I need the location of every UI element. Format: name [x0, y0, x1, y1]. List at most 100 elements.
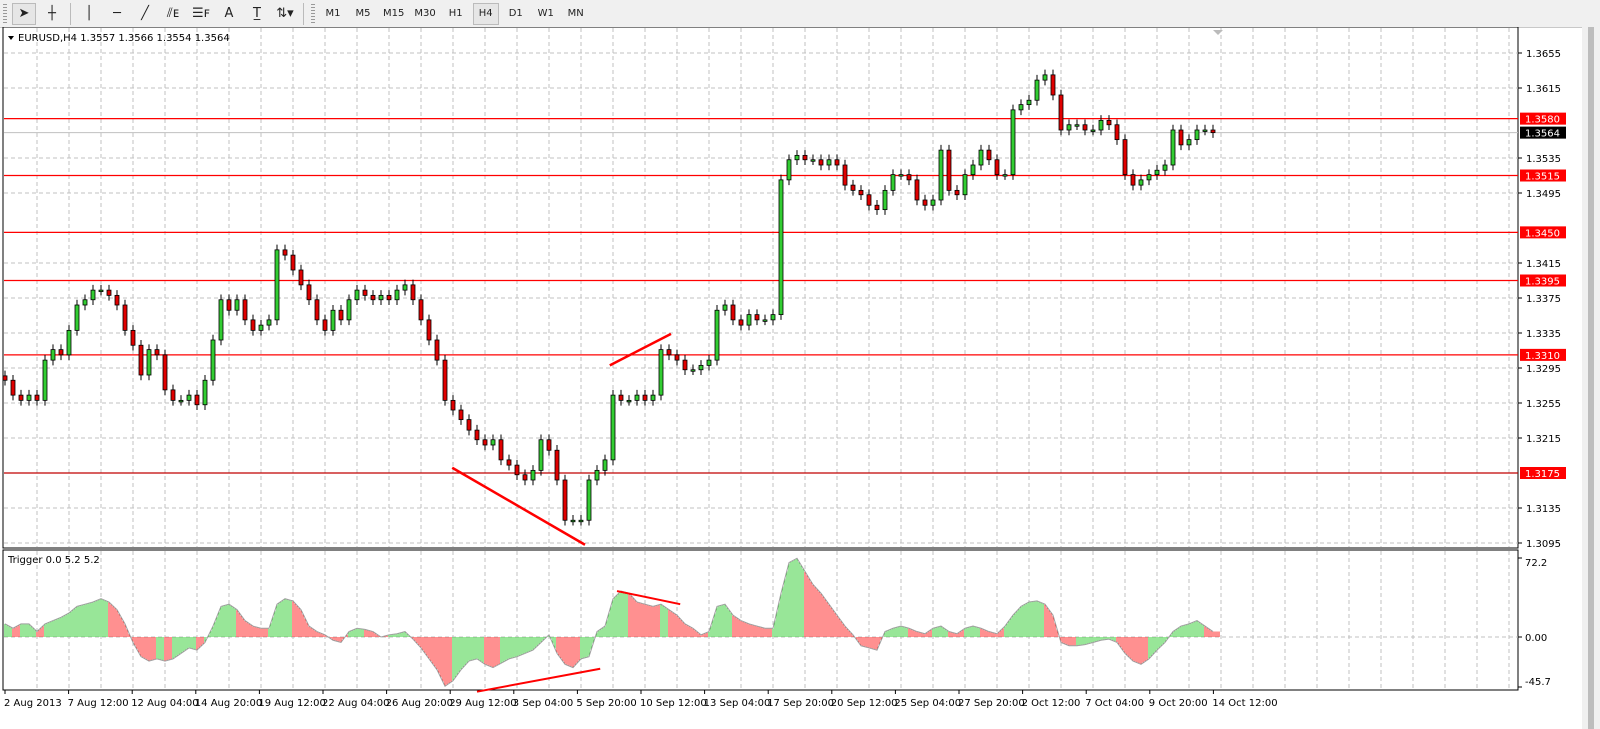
price-pane	[2, 27, 1519, 549]
candle	[722, 304, 728, 311]
candle	[642, 394, 648, 401]
drawing-tools: ➤ ┼ │ ─ ╱ ⫽ᴇ ☰ꜰ A T̲ ⇅▾	[10, 2, 299, 25]
horizontal-line-tool-button[interactable]: ─	[105, 3, 129, 25]
timeframe-w1[interactable]: W1	[537, 8, 554, 19]
vertical-line-icon: │	[85, 6, 93, 21]
cursor-icon: ➤	[18, 6, 30, 21]
crosshair-tool-button[interactable]: ┼	[40, 3, 64, 25]
candle	[826, 159, 832, 166]
candle	[146, 349, 152, 376]
indicator-trendline	[476, 667, 601, 693]
x-tick-label: 26 Aug 20:00	[386, 698, 453, 709]
timeframe-m1[interactable]: M1	[325, 8, 341, 19]
arrows-dropdown-tool-button[interactable]: ⇅▾	[273, 3, 297, 25]
candle	[666, 349, 672, 356]
candle	[538, 439, 544, 471]
candle	[594, 469, 600, 481]
equidistant-channel-tool-button[interactable]: ⫽ᴇ	[161, 3, 185, 25]
candle	[370, 294, 376, 301]
text-label-tool-button[interactable]: T̲	[245, 3, 269, 25]
candle	[10, 379, 16, 396]
candle	[914, 179, 920, 201]
x-tick-label: 27 Sep 20:00	[958, 698, 1025, 709]
chart-shift-marker-icon	[1213, 30, 1223, 35]
candle	[450, 399, 456, 411]
candle	[74, 304, 80, 331]
x-tick-label: 20 Sep 12:00	[831, 698, 898, 709]
candle	[890, 174, 896, 191]
text-tool-button[interactable]: A	[217, 3, 241, 25]
timeframe-d1[interactable]: D1	[508, 8, 523, 19]
candle	[202, 379, 208, 406]
timeframe-m5[interactable]: M5	[355, 8, 371, 19]
candle	[346, 299, 352, 321]
y-tick-label: 1.3335	[1526, 329, 1561, 340]
candle	[794, 154, 800, 161]
candle	[18, 394, 24, 401]
candle	[338, 309, 344, 321]
candle	[82, 299, 88, 306]
candle	[170, 389, 176, 401]
trendline-tool-button[interactable]: ╱	[133, 3, 157, 25]
x-tick-label: 17 Sep 20:00	[767, 698, 834, 709]
candle	[258, 324, 264, 331]
timeframe-h1[interactable]: H1	[448, 8, 463, 19]
vertical-line-tool-button[interactable]: │	[77, 3, 101, 25]
candle	[962, 174, 968, 196]
candle	[1114, 124, 1120, 141]
indicator-y-tick-label: -45.7	[1525, 677, 1551, 688]
candle	[306, 284, 312, 301]
candle	[394, 289, 400, 301]
fibonacci-tool-button[interactable]: ☰ꜰ	[189, 3, 213, 25]
cursor-tool-button[interactable]: ➤	[12, 2, 36, 25]
indicator-y-tick-label: 72.2	[1525, 558, 1547, 569]
candle	[378, 294, 384, 301]
candle	[866, 194, 872, 206]
x-tick-label: 2 Aug 2013	[4, 698, 62, 709]
level-price-tag	[1520, 467, 1566, 479]
timeframe-m30[interactable]: M30	[414, 8, 436, 19]
candle	[682, 359, 688, 371]
candle	[706, 359, 712, 366]
candle	[298, 269, 304, 286]
candle	[130, 329, 136, 346]
candle	[626, 399, 632, 403]
candle	[1026, 99, 1032, 106]
candle	[1066, 124, 1072, 131]
candle	[114, 294, 120, 306]
candle	[1154, 169, 1160, 176]
vertical-scrollbar[interactable]	[1582, 27, 1600, 729]
x-tick-label: 7 Oct 04:00	[1085, 698, 1144, 709]
scrollbar-track[interactable]	[1588, 27, 1594, 729]
x-tick-label: 19 Aug 12:00	[258, 698, 325, 709]
candle	[250, 319, 256, 331]
candle	[970, 164, 976, 176]
candle	[178, 399, 184, 403]
candle	[650, 394, 656, 401]
candle	[786, 159, 792, 181]
indicator-title: Trigger 0.0 5.2 5.2	[7, 555, 100, 566]
timeframe-mn[interactable]: MN	[567, 8, 584, 19]
candle	[570, 519, 576, 523]
y-tick-label: 1.3215	[1526, 434, 1561, 445]
timeframe-h4[interactable]: H4	[472, 2, 499, 25]
candle	[490, 439, 496, 446]
candle	[426, 319, 432, 341]
y-tick-label: 1.3375	[1526, 294, 1561, 305]
candle	[1042, 74, 1048, 81]
toolbar-grip[interactable]	[311, 3, 315, 24]
candle	[498, 439, 504, 461]
candle	[674, 354, 680, 361]
candle	[162, 354, 168, 391]
candle	[1074, 124, 1080, 127]
timeframe-m15[interactable]: M15	[383, 8, 405, 19]
candle	[282, 249, 288, 256]
y-tick-label: 1.3535	[1526, 154, 1561, 165]
candle	[994, 159, 1000, 176]
toolbar: ➤ ┼ │ ─ ╱ ⫽ᴇ ☰ꜰ A T̲ ⇅▾ M1 M5 M15 M30 H1 H4 D1 W1 MN	[0, 0, 1600, 28]
candle	[730, 304, 736, 321]
toolbar-grip[interactable]	[3, 3, 7, 24]
chart-window[interactable]: 1.3655 1.3615 1.3535 1.3495 1.3415 1.3375 1.33…	[0, 27, 1582, 729]
candle	[754, 314, 760, 321]
candle	[1098, 119, 1104, 131]
